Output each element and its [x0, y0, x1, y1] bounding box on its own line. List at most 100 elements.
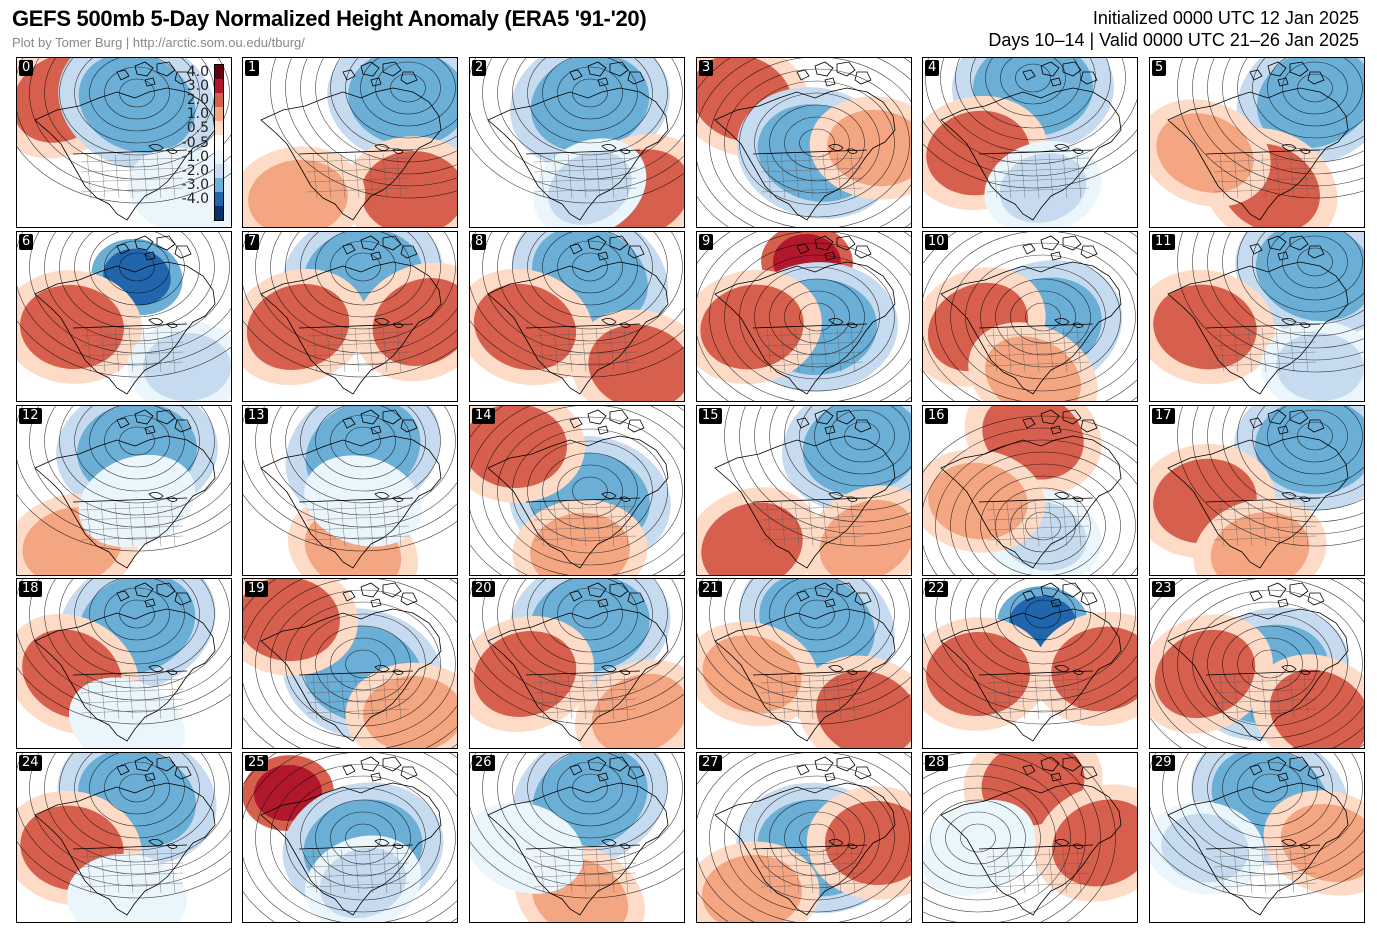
colorbar-segment: [215, 121, 223, 136]
member-number-label: 7: [245, 234, 260, 250]
member-map-panel: 10: [922, 231, 1138, 402]
anomaly-map: [1150, 232, 1364, 401]
member-map-panel: 28: [922, 752, 1138, 923]
coastline: [714, 409, 896, 569]
coastline: [34, 409, 216, 569]
anomaly-region: [816, 670, 911, 748]
anomaly-region: [1269, 669, 1364, 748]
coastline: [34, 756, 216, 916]
anomaly-region: [985, 336, 1081, 401]
coastline: [487, 409, 669, 569]
anomaly-region: [1052, 799, 1137, 887]
anomaly-region: [470, 406, 567, 489]
anomaly-region: [702, 635, 802, 713]
coastline: [34, 582, 216, 742]
member-number-label: 22: [925, 581, 948, 597]
colorbar-segment: [215, 93, 223, 108]
height-contours: [17, 232, 231, 378]
anomaly-region: [243, 579, 340, 662]
anomaly-region: [1256, 58, 1364, 149]
anomaly-map: [243, 58, 457, 227]
anomaly-region: [591, 673, 684, 748]
coastline: [34, 235, 216, 395]
coastline: [714, 61, 896, 221]
anomaly-region: [702, 854, 802, 922]
member-map-panel: 1: [242, 57, 458, 228]
state-borders: [533, 674, 637, 720]
member-map-panel: 11: [1149, 231, 1365, 402]
colorbar-segment: [215, 205, 223, 221]
anomaly-region: [825, 800, 911, 886]
state-borders: [306, 848, 410, 894]
anomaly-map: [923, 406, 1137, 575]
height-contours: [697, 579, 911, 725]
member-number-label: 29: [1152, 755, 1175, 771]
state-borders: [986, 848, 1090, 894]
state-borders: [80, 501, 184, 547]
anomaly-map: [1150, 406, 1364, 575]
state-borders: [306, 153, 410, 199]
anomaly-map: [697, 58, 911, 227]
coastline: [260, 756, 442, 916]
member-number-label: 19: [245, 581, 268, 597]
height-contours: [470, 406, 684, 575]
anomaly-map: [923, 58, 1137, 227]
state-borders: [986, 674, 1090, 720]
height-contours: [243, 579, 457, 748]
anomaly-map: [243, 406, 457, 575]
state-borders: [80, 327, 184, 373]
member-map-panel: 24: [16, 752, 232, 923]
coastline: [940, 409, 1122, 569]
map-title: GEFS 500mb 5-Day Normalized Height Anoma…: [12, 6, 647, 31]
anomaly-map: [243, 579, 457, 748]
anomaly-region: [700, 284, 804, 370]
coastline: [260, 582, 442, 742]
member-map-panel: 17: [1149, 405, 1365, 576]
colorbar-tick-label: 0.5: [186, 120, 209, 137]
member-number-label: 12: [19, 408, 42, 424]
state-borders: [80, 848, 184, 894]
state-borders: [306, 501, 410, 547]
anomaly-region: [588, 324, 684, 401]
member-map-panel: 6: [16, 231, 232, 402]
height-contours: [17, 753, 231, 899]
height-contours: [470, 58, 684, 204]
member-number-label: 3: [699, 60, 714, 76]
credit-text: Plot by Tomer Burg | http://arctic.som.o…: [12, 35, 305, 50]
coastline: [1167, 582, 1349, 742]
member-number-label: 4: [925, 60, 940, 76]
state-borders: [1213, 848, 1317, 894]
anomaly-region: [78, 58, 196, 154]
anomaly-map: [470, 58, 684, 227]
anomaly-map: [697, 232, 911, 401]
anomaly-region: [701, 502, 803, 575]
coastline: [1167, 61, 1349, 221]
coastline: [714, 235, 896, 395]
state-borders: [986, 501, 1090, 547]
state-borders: [760, 674, 864, 720]
anomaly-region: [363, 675, 457, 748]
anomaly-region: [530, 512, 630, 575]
colorbar-segment: [215, 79, 223, 94]
coastline: [714, 582, 896, 742]
state-borders: [986, 327, 1090, 373]
coastline: [487, 61, 669, 221]
member-number-label: 8: [472, 234, 487, 250]
coastline: [260, 235, 442, 395]
coastline: [940, 235, 1122, 395]
member-number-label: 9: [699, 234, 714, 250]
member-map-panel: 18: [16, 578, 232, 749]
member-map-panel: 26: [469, 752, 685, 923]
anomaly-map: [17, 753, 231, 922]
state-borders: [306, 674, 410, 720]
coastline: [940, 582, 1122, 742]
anomaly-region: [248, 159, 348, 227]
anomaly-region: [1276, 332, 1364, 401]
anomaly-map: [1150, 58, 1364, 227]
colorbar-tick-label: 4.0: [186, 64, 209, 81]
anomaly-map: [470, 579, 684, 748]
coastline: [1167, 235, 1349, 395]
member-number-label: 13: [245, 408, 268, 424]
member-map-panel: 3: [696, 57, 912, 228]
height-contours: [923, 579, 1137, 725]
